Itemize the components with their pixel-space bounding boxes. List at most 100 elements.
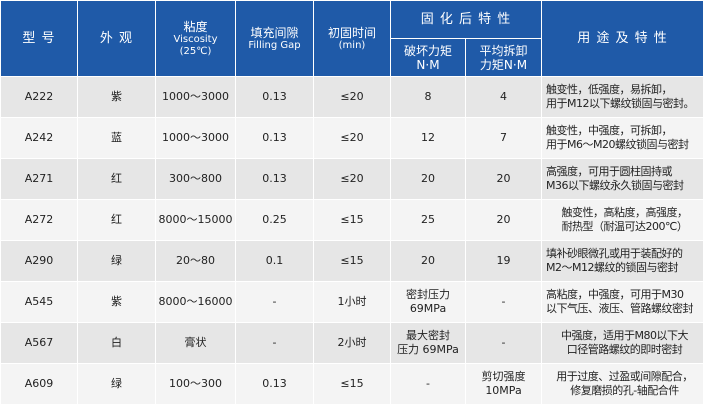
header-prevail-unit: 力矩N·M [480, 58, 527, 72]
cell-appearance: 绿 [78, 364, 156, 405]
use-line-1: 触变性，中强度，可拆卸， [546, 124, 672, 137]
breakaway-line-1: 密封压力 [406, 288, 450, 301]
cell-time: 2小时 [314, 323, 391, 364]
cell-breakaway: 25 [391, 200, 466, 241]
use-line-2: 修复磨损的孔-轴配合件 [570, 384, 678, 397]
header-gap-cn: 填充间隙 [250, 26, 298, 40]
cell-model: A272 [1, 200, 78, 241]
cell-viscosity: 膏状 [156, 323, 236, 364]
use-line-1: 用于过度、过盈或间隙配合， [556, 370, 693, 383]
cell-model: A290 [1, 241, 78, 282]
use-line-2: 用于M12以下螺纹锁固与密封。 [546, 97, 694, 110]
cell-appearance: 红 [78, 200, 156, 241]
header-prevailing-torque: 平均拆卸 力矩N·M [466, 39, 542, 77]
prevail-line-2: 10MPa [485, 384, 521, 397]
header-time-cn: 初固时间 [328, 26, 376, 40]
use-line-2: 口径管路螺纹的即时密封 [567, 343, 683, 356]
use-line-1: 高粘度，中强度，可用于M30 [546, 288, 684, 301]
cell-time: ≤15 [314, 241, 391, 282]
use-line-2: 用于M6～M20螺纹锁固与密封 [546, 138, 688, 151]
cell-gap: 0.13 [236, 77, 314, 118]
cell-appearance: 绿 [78, 241, 156, 282]
cell-time: ≤15 [314, 200, 391, 241]
cell-gap: 0.1 [236, 241, 314, 282]
cell-prevail: 4 [466, 77, 542, 118]
cell-breakaway: - [391, 364, 466, 405]
cell-prevail: 20 [466, 200, 542, 241]
table-row: A272 红 8000～15000 0.25 ≤15 25 20 触变性，高粘度… [1, 200, 703, 241]
use-line-1: 触变性，高粘度，高强度， [562, 206, 688, 219]
cell-gap: - [236, 282, 314, 323]
table-row: A222 紫 1000～3000 0.13 ≤20 8 4 触变性，低强度，易拆… [1, 77, 703, 118]
header-viscosity-unit: (25℃) [156, 46, 235, 58]
cell-use: 中强度，适用于M80以下大口径管路螺纹的即时密封 [542, 323, 703, 364]
cell-prevail: 7 [466, 118, 542, 159]
use-line-1: 填补砂眼微孔或用于装配好的 [546, 247, 683, 260]
cell-viscosity: 8000～15000 [156, 200, 236, 241]
cell-breakaway: 20 [391, 241, 466, 282]
header-time-unit: (min) [314, 40, 390, 52]
cell-use: 触变性，中强度，可拆卸，用于M6～M20螺纹锁固与密封 [542, 118, 703, 159]
cell-model: A545 [1, 282, 78, 323]
header-breakaway-cn: 破坏力矩 [404, 44, 452, 58]
header-prevail-cn: 平均拆卸 [479, 44, 527, 58]
header-model: 型 号 [1, 1, 78, 77]
table-row: A242 蓝 1000～3000 0.13 ≤20 12 7 触变性，中强度，可… [1, 118, 703, 159]
cell-viscosity: 1000～3000 [156, 77, 236, 118]
cell-gap: 0.13 [236, 364, 314, 405]
cell-time: ≤20 [314, 159, 391, 200]
cell-prevail: 20 [466, 159, 542, 200]
cell-model: A609 [1, 364, 78, 405]
cell-breakaway: 12 [391, 118, 466, 159]
use-line-1: 中强度，适用于M80以下大 [561, 329, 688, 342]
breakaway-line-2: 压力 69MPa [397, 343, 459, 356]
cell-breakaway: 8 [391, 77, 466, 118]
header-filling-gap: 填充间隙 Filling Gap [236, 1, 314, 77]
cell-viscosity: 1000～3000 [156, 118, 236, 159]
use-line-2: M36以下螺纹永久锁固与密封 [546, 179, 684, 192]
cell-model: A567 [1, 323, 78, 364]
cell-gap: 0.25 [236, 200, 314, 241]
cell-viscosity: 100～300 [156, 364, 236, 405]
cell-time: ≤20 [314, 77, 391, 118]
cell-viscosity: 20～80 [156, 241, 236, 282]
cell-prevail: 19 [466, 241, 542, 282]
header-viscosity-cn: 粘度 [183, 20, 207, 34]
cell-viscosity: 300～800 [156, 159, 236, 200]
use-line-2: M2～M12螺纹的锁固与密封 [546, 261, 678, 274]
prevail-line-1: 剪切强度 [482, 370, 526, 383]
table-row: A290 绿 20～80 0.1 ≤15 20 19 填补砂眼微孔或用于装配好的… [1, 241, 703, 282]
cell-appearance: 紫 [78, 282, 156, 323]
cell-breakaway: 20 [391, 159, 466, 200]
cell-gap: 0.13 [236, 118, 314, 159]
cell-appearance: 蓝 [78, 118, 156, 159]
header-gap-en: Filling Gap [236, 40, 313, 52]
cell-appearance: 紫 [78, 77, 156, 118]
use-line-2: 耐热型（耐温可达200℃） [562, 220, 688, 233]
breakaway-line-1: 最大密封 [406, 329, 450, 342]
cell-time: ≤20 [314, 118, 391, 159]
cell-time: ≤15 [314, 364, 391, 405]
cell-appearance: 白 [78, 323, 156, 364]
cell-model: A222 [1, 77, 78, 118]
cell-model: A271 [1, 159, 78, 200]
cell-use: 触变性，高粘度，高强度，耐热型（耐温可达200℃） [542, 200, 703, 241]
cell-time: 1小时 [314, 282, 391, 323]
cell-gap: - [236, 323, 314, 364]
use-line-2: 以下气压、液压、管路螺纹密封 [546, 302, 693, 315]
cell-use: 用于过度、过盈或间隙配合，修复磨损的孔-轴配合件 [542, 364, 703, 405]
table-row: A567 白 膏状 - 2小时 最大密封压力 69MPa - 中强度，适用于M8… [1, 323, 703, 364]
header-breakaway-torque: 破坏力矩 N·M [391, 39, 466, 77]
cell-prevail: - [466, 282, 542, 323]
header-fixture-time: 初固时间 (min) [314, 1, 391, 77]
cell-use: 触变性，低强度，易拆卸，用于M12以下螺纹锁固与密封。 [542, 77, 703, 118]
cell-viscosity: 8000～16000 [156, 282, 236, 323]
cell-appearance: 红 [78, 159, 156, 200]
